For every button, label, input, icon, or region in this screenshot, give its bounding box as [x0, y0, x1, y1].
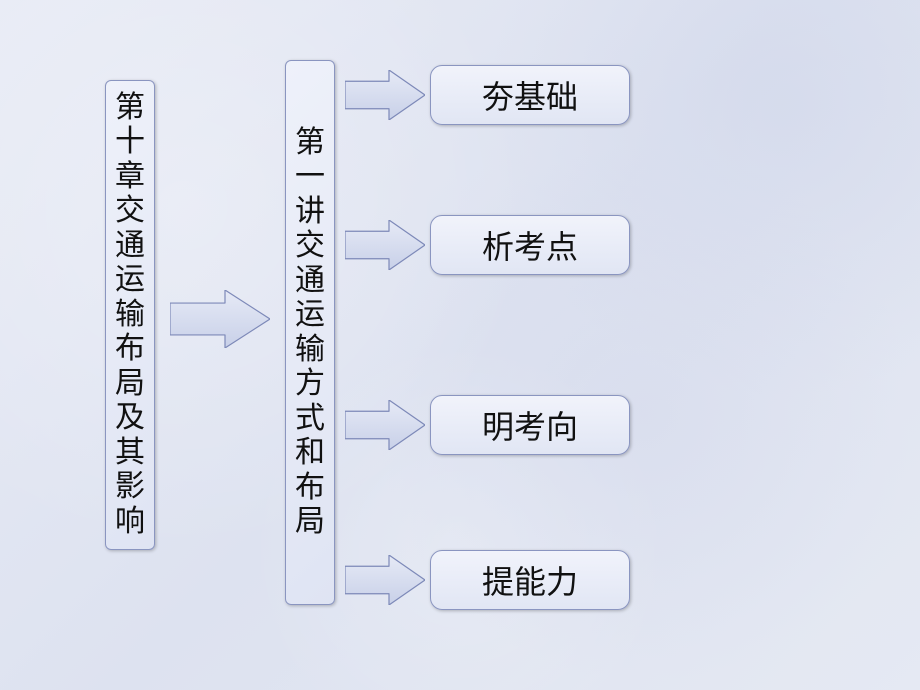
- arrow-icon: [345, 400, 425, 450]
- topic-label-2: 析考点: [482, 222, 578, 268]
- topic-box-2: 析考点: [430, 215, 630, 275]
- topic-label-1: 夯基础: [482, 72, 578, 118]
- topic-label-3: 明考向: [482, 402, 578, 448]
- arrow-icon: [170, 290, 270, 348]
- arrow-icon: [345, 555, 425, 605]
- lecture-box: 第一讲交通运输方式和布局: [285, 60, 335, 605]
- topic-box-3: 明考向: [430, 395, 630, 455]
- arrow-icon: [345, 70, 425, 120]
- topic-box-4: 提能力: [430, 550, 630, 610]
- chapter-box: 第十章交通运输布局及其影响: [105, 80, 155, 550]
- arrow-icon: [345, 220, 425, 270]
- topic-box-1: 夯基础: [430, 65, 630, 125]
- topic-label-4: 提能力: [482, 557, 578, 603]
